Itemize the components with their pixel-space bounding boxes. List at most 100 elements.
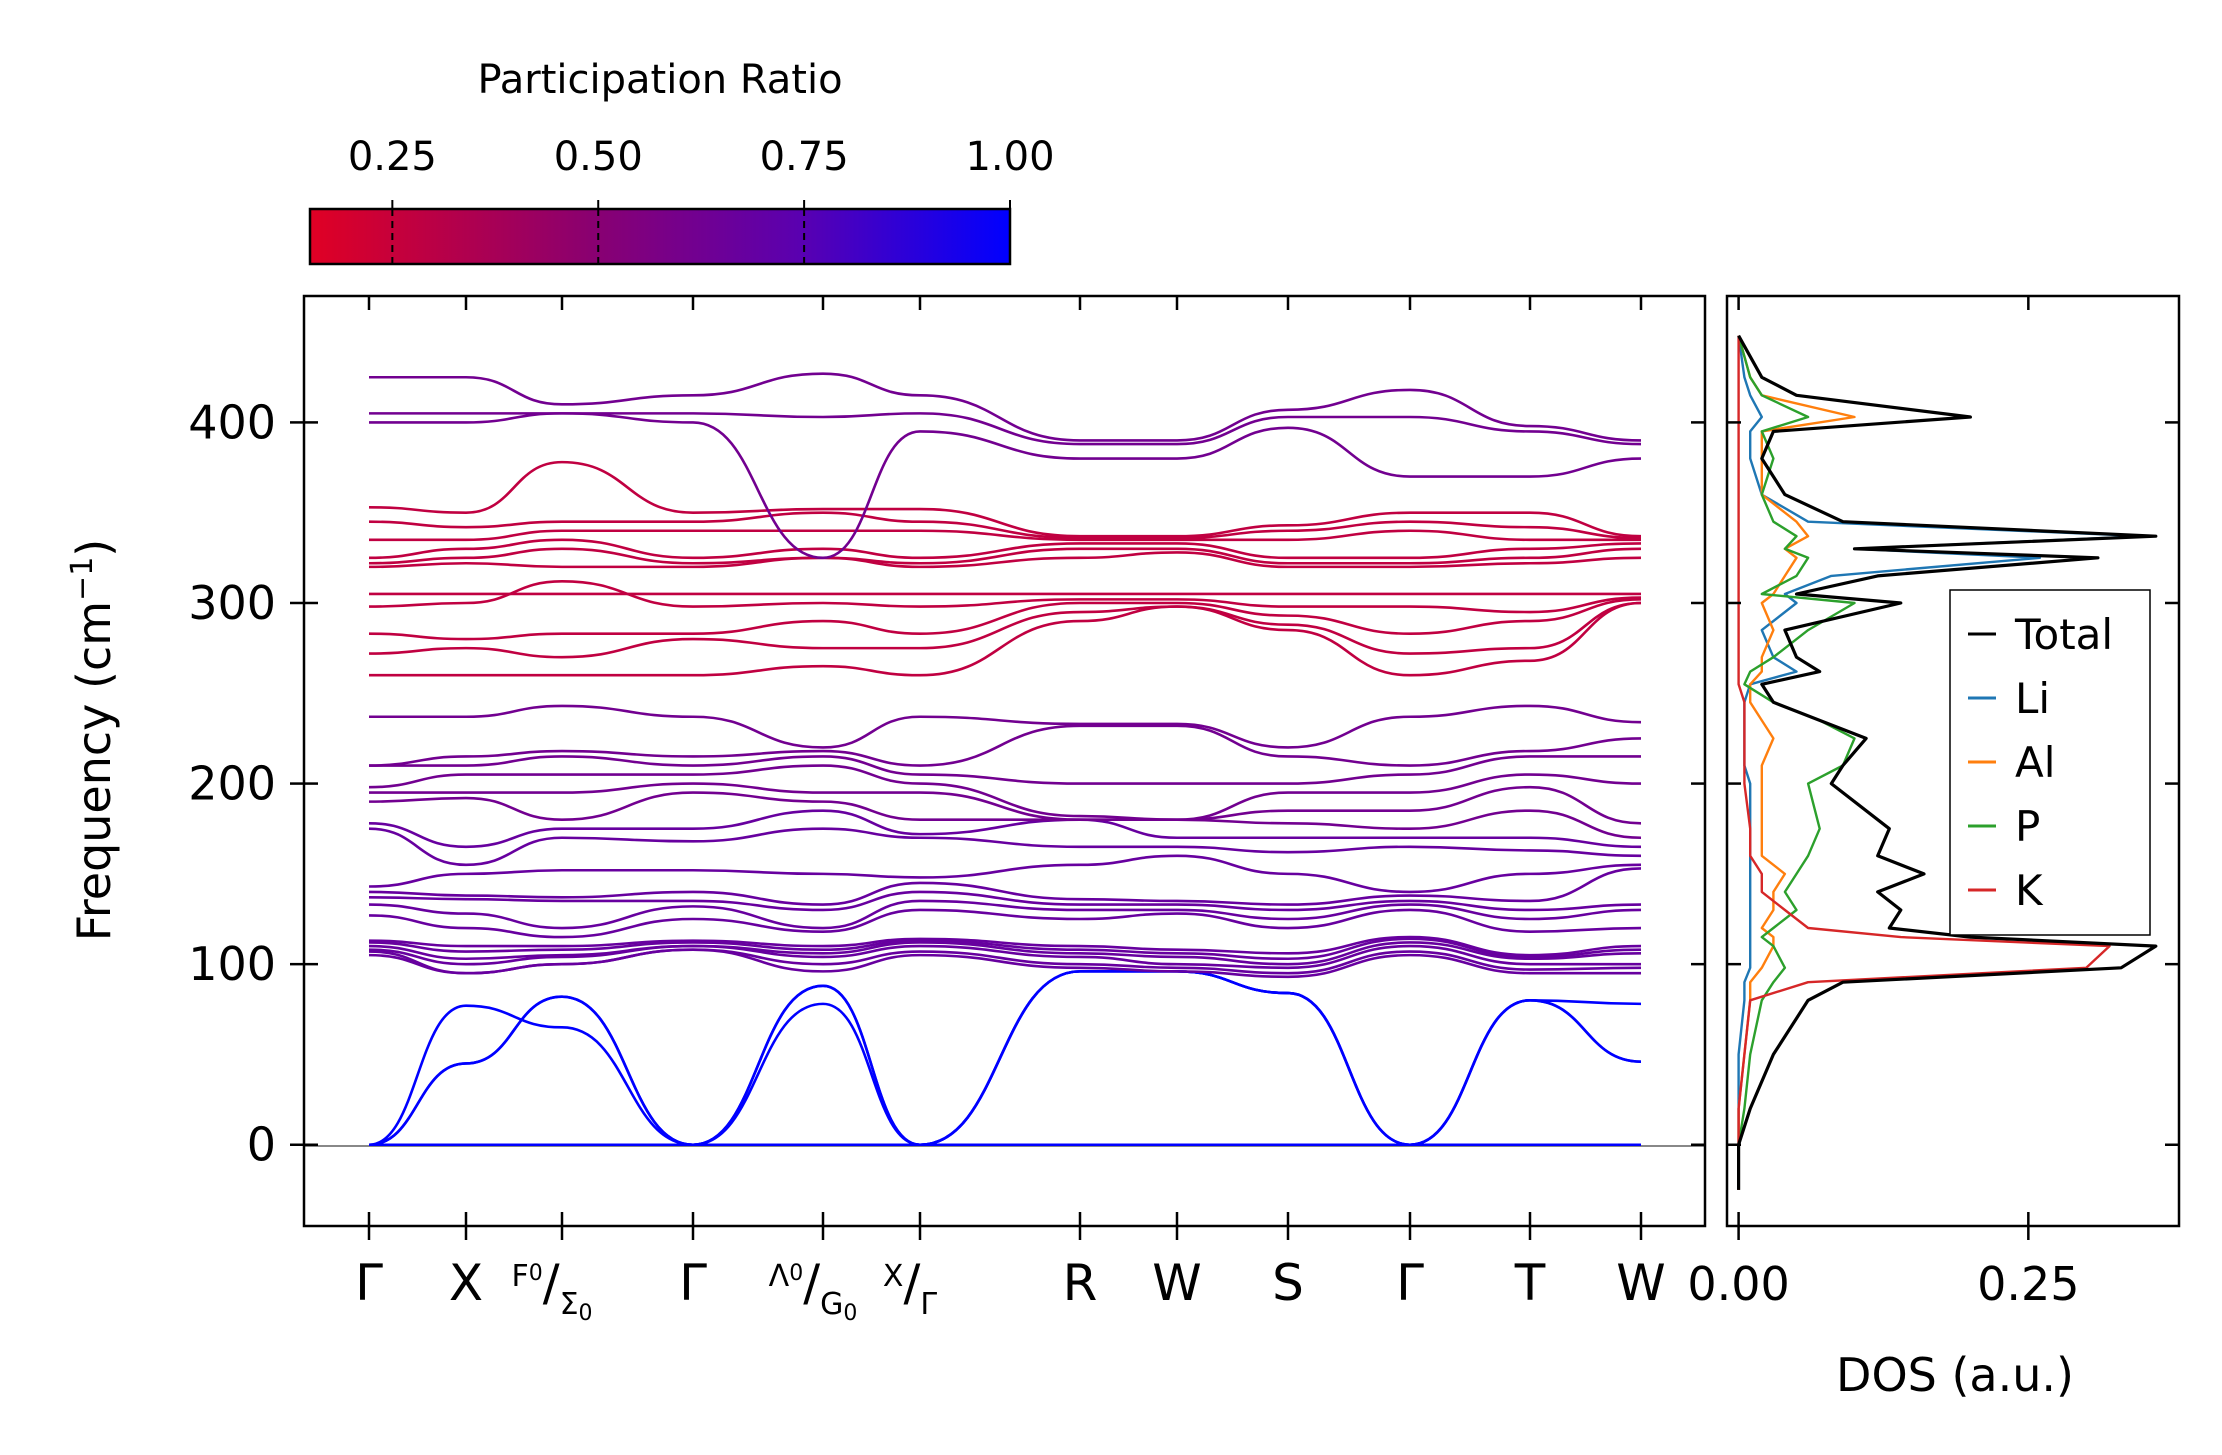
band-line — [368, 939, 694, 948]
band-line — [919, 755, 1643, 785]
k-point-label: W — [1616, 1254, 1665, 1312]
band-line — [368, 941, 694, 953]
band-line — [692, 1002, 921, 1147]
legend-label-li: Li — [2015, 674, 2050, 723]
band-line — [919, 970, 1643, 1147]
k-label-sub: Γ — [920, 1287, 937, 1322]
k-point-label: F0/Σ0 — [511, 1254, 592, 1326]
band-line — [692, 511, 921, 524]
band-line — [919, 785, 1643, 825]
band-line — [919, 724, 1643, 767]
k-label-sup: F — [511, 1259, 528, 1294]
band-line — [368, 561, 693, 569]
k-label-sub-index: 0 — [579, 1301, 593, 1326]
band-line — [368, 637, 694, 659]
band-line — [368, 782, 694, 794]
legend-label-p: P — [2015, 802, 2040, 851]
dos-x-tick-label: 0.25 — [1977, 1257, 2079, 1311]
y-axis-title-main: Frequency (cm — [67, 601, 121, 941]
k-point-label: T — [1514, 1254, 1546, 1312]
band-line — [368, 822, 693, 849]
k-label-sub: Σ — [560, 1287, 579, 1322]
band-line — [368, 944, 694, 961]
colorbar-tick-label: 1.00 — [965, 134, 1054, 180]
band-line — [692, 664, 921, 677]
k-label-sub: G — [820, 1287, 843, 1322]
band-line — [919, 941, 1643, 966]
band-line — [368, 520, 693, 529]
k-label-sub-index: 0 — [843, 1301, 857, 1326]
band-line — [368, 791, 694, 821]
k-label-slash: / — [903, 1254, 920, 1312]
band-line — [692, 868, 921, 879]
band-y-tick-label: 100 — [188, 937, 276, 991]
band-line — [919, 520, 1643, 540]
band-y-tick-label: 200 — [188, 757, 276, 811]
band-line — [692, 507, 920, 514]
band-line — [368, 995, 694, 1147]
band-line — [368, 948, 694, 975]
legend-label-al: Al — [2015, 738, 2055, 787]
band-line — [919, 426, 1643, 478]
band-line — [692, 899, 921, 930]
band-line — [368, 890, 694, 899]
k-point-label: X — [449, 1254, 483, 1312]
band-line — [692, 941, 921, 955]
y-axis-title-close: ) — [67, 539, 121, 557]
legend-entries: Total Li Al PK — [1968, 610, 2113, 915]
band-line — [692, 372, 921, 397]
k-point-label: W — [1152, 1254, 1201, 1312]
band-line — [692, 547, 921, 560]
band-line — [919, 944, 1641, 970]
band-y-axis-title: Frequency (cm−1) — [65, 539, 121, 942]
band-line — [919, 935, 1643, 957]
band-line — [919, 547, 1642, 565]
band-line — [368, 903, 694, 930]
k-label-slash: / — [543, 1254, 560, 1312]
dos-curve-total — [1737, 334, 2158, 1190]
legend-label-k: K — [2015, 866, 2044, 915]
band-line — [692, 764, 921, 785]
k-point-label: Γ — [355, 1254, 383, 1312]
band-line — [692, 937, 921, 948]
colorbar-gradient — [308, 207, 1012, 266]
band-line — [919, 953, 1643, 979]
band-line — [692, 715, 921, 749]
k-point-label: S — [1272, 1254, 1304, 1312]
phonon-bands — [368, 372, 1643, 1147]
band-line — [369, 375, 694, 406]
dos-legend: Total Li Al PK — [1949, 589, 2151, 936]
band-line — [368, 995, 694, 1147]
band-line — [919, 598, 1643, 635]
band-line — [368, 749, 694, 767]
dos-x-axis-title: DOS (a.u.) — [1836, 1348, 2074, 1402]
band-line — [692, 984, 921, 1147]
colorbar-label: Participation Ratio — [477, 57, 842, 103]
band-y-axis: 0 100 200 300 400 — [188, 395, 1705, 1172]
band-line — [919, 596, 1643, 614]
band-line — [919, 867, 1643, 906]
band-line — [368, 704, 694, 719]
band-line — [919, 937, 1643, 961]
band-line — [692, 890, 921, 912]
band-line — [692, 556, 921, 565]
colorbar-tick-label: 0.75 — [760, 134, 849, 180]
k-label-slash: / — [803, 1254, 820, 1312]
band-line — [692, 809, 921, 836]
k-label-sup: Λ — [769, 1259, 790, 1294]
band-line — [369, 755, 694, 767]
band-line — [692, 791, 921, 821]
band-line — [692, 908, 921, 933]
band-line — [369, 412, 694, 424]
band-line — [368, 547, 694, 565]
band-line — [692, 939, 921, 952]
k-point-label: X/Γ — [883, 1254, 937, 1322]
band-line — [919, 388, 1643, 442]
band-line — [919, 507, 1642, 538]
colorbar-ticks: 0.25 0.50 0.75 1.00 — [348, 134, 1055, 264]
band-line — [368, 896, 693, 903]
band-y-tick-label: 400 — [188, 395, 276, 449]
band-line — [919, 601, 1643, 677]
band-line — [919, 542, 1642, 560]
